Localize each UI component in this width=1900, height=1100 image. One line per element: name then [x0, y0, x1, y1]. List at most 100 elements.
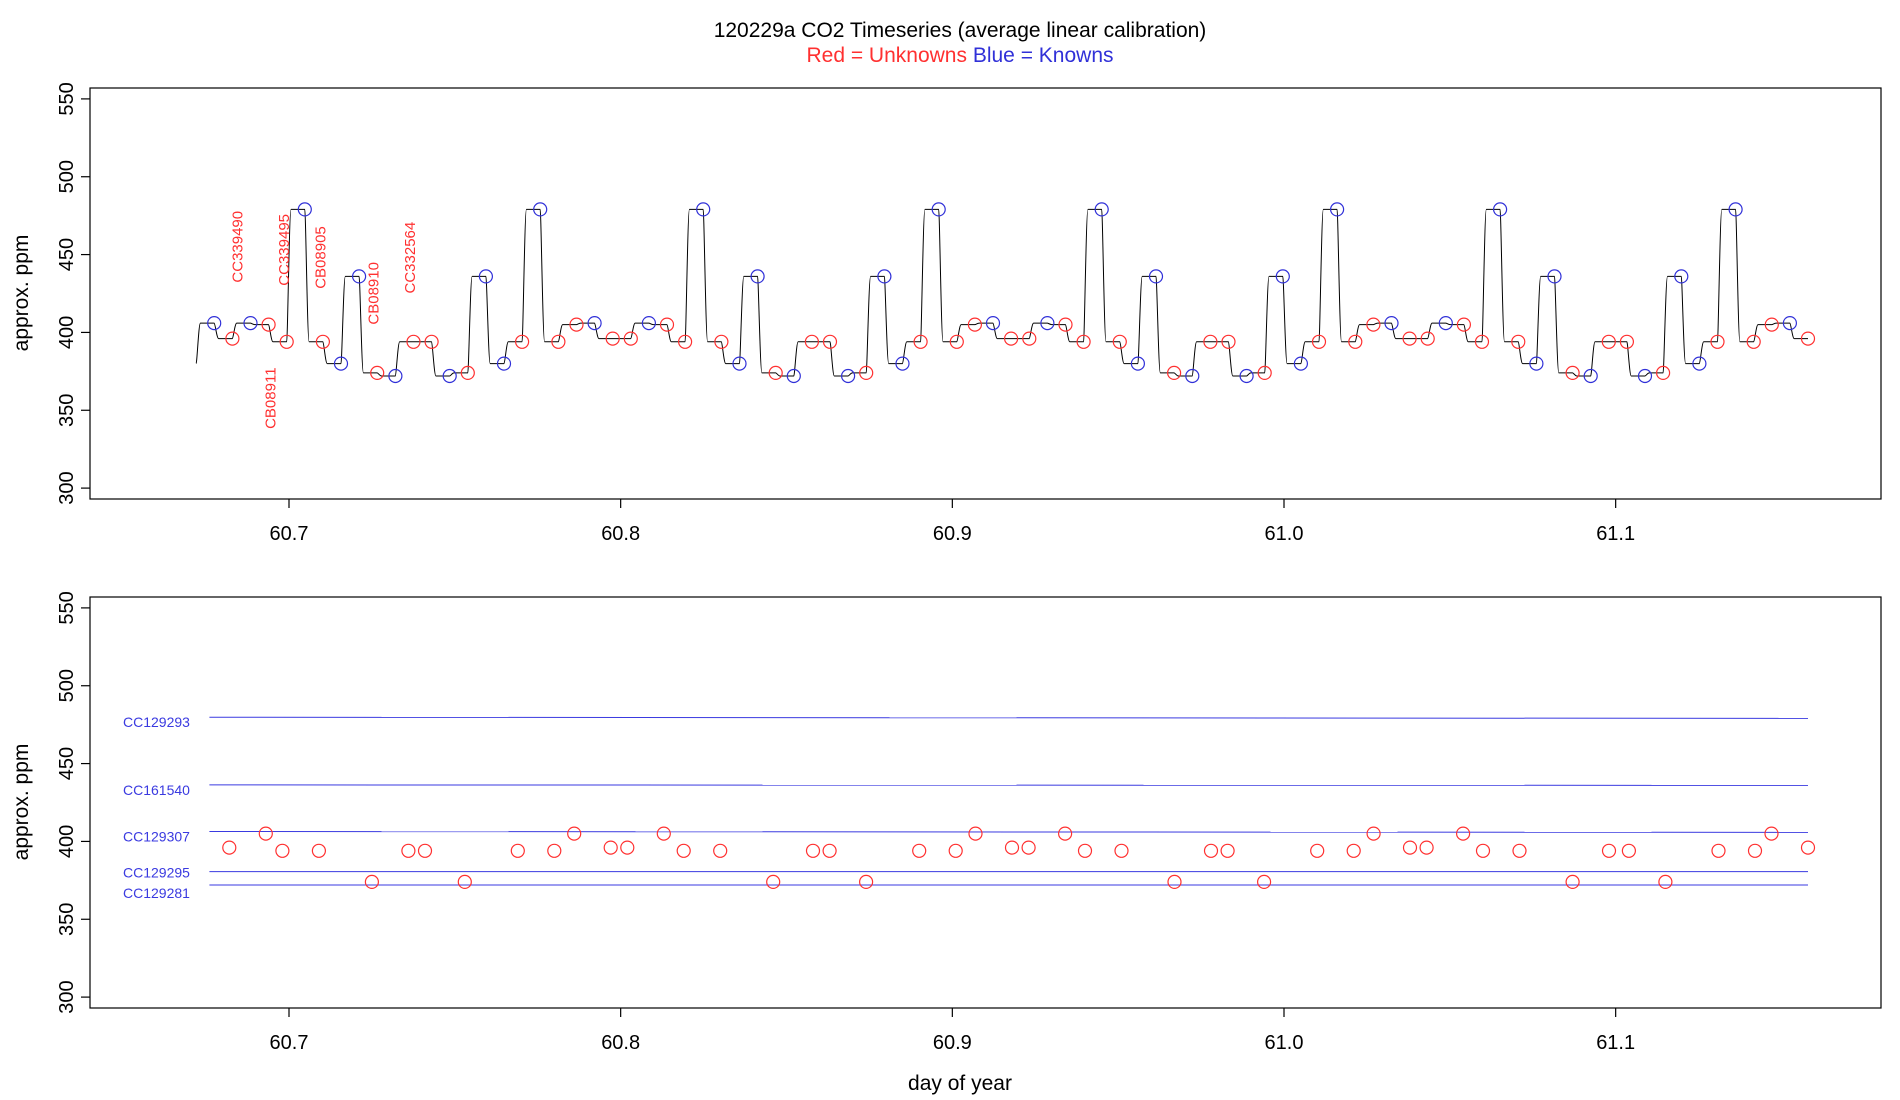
- unknown-marker-66: [1402, 331, 1417, 346]
- known-marker-81: [1674, 269, 1689, 284]
- unknown-marker-25: [659, 317, 675, 332]
- known-marker-35: [840, 368, 856, 384]
- unknown-point-41: [1601, 843, 1617, 858]
- known-marker-38: [895, 356, 910, 371]
- unknown-point-44: [1711, 843, 1726, 858]
- unknown-point-30: [1220, 843, 1235, 858]
- unknown-marker-64: [1366, 317, 1381, 332]
- unknown-point-4: [364, 874, 379, 890]
- known-marker-16: [496, 356, 512, 371]
- known-marker-71: [1492, 202, 1508, 217]
- subtitle-knowns: Blue = Knowns: [973, 44, 1114, 67]
- chart-subtitle: Red = Unknowns Blue = Knowns: [806, 44, 1113, 67]
- unknown-marker-14: [460, 365, 475, 380]
- top-ytick-label-350: 350: [56, 394, 78, 427]
- known-marker-29: [732, 356, 747, 371]
- y-axis-bottom: 300 350 400 450 500 550: [56, 591, 90, 1014]
- unknown-marker-6: [315, 334, 330, 349]
- reference-label: CC129295: [123, 865, 190, 881]
- co2-trace: [195, 208, 1808, 377]
- unknown-point-1: [258, 826, 273, 841]
- reference-label: CC129293: [123, 714, 190, 730]
- bottom-xtick-label-60.7: 60.7: [270, 1032, 309, 1054]
- known-marker-76: [1583, 368, 1598, 384]
- reference-line-2: [209, 831, 1809, 833]
- unknown-point-19: [858, 874, 874, 890]
- known-marker-65: [1384, 316, 1399, 331]
- unknown-marker-86: [1764, 317, 1779, 332]
- annotation-label: CC332564: [402, 222, 419, 294]
- known-marker-59: [1275, 269, 1290, 284]
- top-xtick-label-61.1: 61.1: [1596, 523, 1635, 545]
- unknown-marker-28: [714, 334, 729, 349]
- unknown-marker-22: [605, 331, 620, 346]
- unknown-point-46: [1764, 826, 1779, 841]
- unknown-marker-80: [1655, 365, 1671, 380]
- unknown-marker-34: [822, 334, 838, 349]
- unknown-point-42: [1621, 843, 1637, 858]
- unknown-marker-36: [859, 365, 874, 380]
- unknown-point-15: [713, 843, 728, 858]
- plot-frame-top: [89, 87, 1882, 500]
- unknown-point-24: [1021, 840, 1036, 855]
- unknown-point-7: [457, 874, 472, 890]
- known-marker-62: [1329, 202, 1345, 217]
- top-ytick-label-400: 400: [56, 316, 78, 349]
- xlabel: day of year: [908, 1072, 1012, 1095]
- reference-label: CC129307: [123, 829, 190, 845]
- sample-markers: [207, 202, 1816, 384]
- unknown-marker-44: [1003, 331, 1019, 346]
- reference-lines: CC129293 CC161540 CC129307 CC129295 CC129281: [123, 714, 1809, 901]
- unknown-marker-31: [768, 365, 783, 380]
- unknown-point-17: [805, 843, 821, 858]
- unknown-point-39: [1512, 843, 1527, 858]
- known-marker-21: [587, 316, 602, 331]
- unknown-marker-83: [1710, 334, 1725, 349]
- known-marker-52: [1148, 269, 1164, 284]
- unknown-marker-11: [406, 334, 421, 349]
- reference-line-0: [209, 716, 1809, 719]
- unknown-marker-55: [1203, 334, 1218, 349]
- tank-annotations: CC339490 CB08911 CC339495 CB08905 CB08910 CC3…: [230, 211, 419, 429]
- unknown-marker-20: [569, 317, 584, 332]
- top-ytick-label-500: 500: [56, 160, 78, 193]
- unknown-point-13: [656, 826, 671, 841]
- reference-line-1: [209, 784, 1809, 786]
- bottom-xtick-label-61: 61.0: [1265, 1032, 1304, 1054]
- unknown-marker-75: [1565, 365, 1580, 380]
- unknown-point-37: [1455, 826, 1471, 841]
- bottom-ytick-label-550: 550: [56, 591, 78, 624]
- known-marker-15: [478, 269, 493, 284]
- known-marker-5: [297, 202, 312, 217]
- unknown-marker-26: [677, 334, 693, 349]
- unknown-point-20: [912, 843, 927, 858]
- unknown-point-25: [1057, 826, 1073, 841]
- known-marker-10: [388, 368, 403, 384]
- unknown-point-16: [766, 874, 781, 890]
- unknown-marker-19: [551, 334, 566, 349]
- unknown-point-8: [510, 843, 525, 858]
- bottom-ytick-label-300: 300: [56, 980, 78, 1013]
- unknown-point-23: [1004, 840, 1020, 855]
- unknown-marker-45: [1022, 331, 1037, 346]
- unknown-marker-67: [1420, 331, 1435, 346]
- unknown-point-29: [1203, 843, 1219, 858]
- unknown-marker-33: [804, 334, 820, 349]
- unknown-point-33: [1346, 843, 1361, 858]
- unknown-marker-39: [913, 334, 928, 349]
- known-marker-54: [1185, 368, 1200, 384]
- unknown-point-6: [417, 843, 433, 858]
- unknown-point-31: [1256, 874, 1272, 890]
- bottom-ytick-label-500: 500: [56, 669, 78, 702]
- known-marker-37: [877, 269, 892, 284]
- bottom-ytick-label-450: 450: [56, 747, 78, 780]
- unknown-point-10: [567, 826, 582, 841]
- unknown-point-43: [1658, 874, 1673, 890]
- known-marker-73: [1529, 356, 1544, 371]
- known-marker-60: [1293, 356, 1309, 371]
- x-axis-bottom: 60.7 60.8 60.9 61.0 61.1: [270, 1008, 1635, 1054]
- known-marker-82: [1692, 356, 1707, 371]
- unknown-marker-1: [225, 331, 240, 346]
